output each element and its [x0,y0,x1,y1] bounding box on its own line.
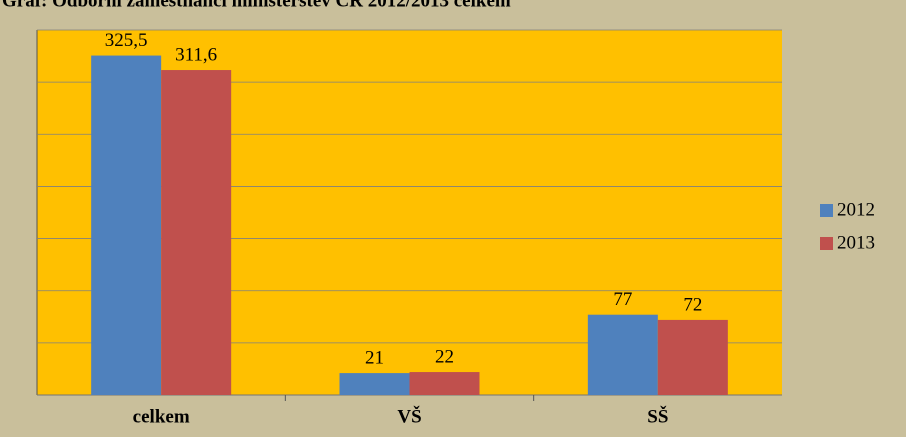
x-tick-label: VŠ [397,405,421,427]
data-label: 311,6 [175,44,217,65]
bar [657,319,728,395]
data-label: 22 [435,346,454,367]
data-label: 77 [613,289,632,310]
data-label: 72 [683,294,702,315]
data-label: 325,5 [105,30,148,51]
x-tick-label: SŠ [647,405,668,427]
bar [409,372,480,395]
bar [161,70,232,395]
bar [339,373,410,395]
bar [91,55,162,396]
bar [587,314,658,395]
legend-label: 2013 [837,232,875,253]
x-tick-label: celkem [133,406,190,427]
legend-swatch [820,237,833,250]
legend-swatch [820,204,833,217]
chart-title: Graf: Odborní zaměstnanci ministerstev Č… [2,0,511,11]
legend-label: 2012 [837,199,875,220]
data-label: 21 [365,347,384,368]
